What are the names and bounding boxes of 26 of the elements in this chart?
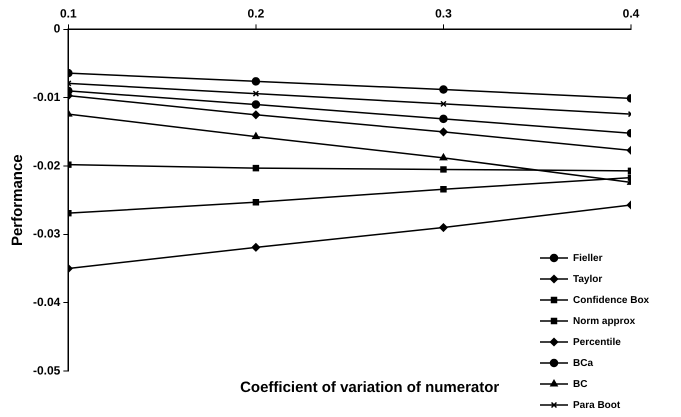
point — [440, 166, 447, 173]
legend-label: BCa — [573, 358, 594, 369]
legend-label: BC — [573, 378, 588, 390]
legend-label: Percentile — [573, 336, 622, 348]
y-tick-label: -0.01 — [32, 90, 61, 104]
legend-label: Norm approx — [573, 316, 636, 327]
x-tick-label: 0.3 — [435, 6, 452, 21]
y-tick-label: 0 — [54, 22, 61, 36]
x-tick-label: 0.1 — [60, 6, 78, 21]
legend-label: Taylor — [573, 274, 602, 285]
y-tick-label: -0.05 — [32, 363, 61, 378]
x-tick-label: 0.2 — [248, 6, 265, 21]
y-axis-title: Performance — [9, 154, 26, 246]
point — [440, 100, 447, 108]
point — [252, 199, 260, 206]
point — [440, 186, 447, 192]
legend-label: Para Boot — [573, 400, 621, 411]
x-tick-label: 0.4 — [622, 6, 640, 21]
y-tick-label: -0.04 — [32, 294, 61, 309]
y-tick-label: -0.03 — [32, 226, 61, 241]
x-axis-title: Coefficient of variation of numerator — [240, 379, 500, 396]
legend-label: Confidence Box — [573, 294, 650, 306]
y-tick-label: -0.02 — [32, 158, 61, 172]
point — [252, 90, 260, 97]
point — [252, 164, 260, 172]
legend-label: Fieller — [573, 252, 603, 264]
